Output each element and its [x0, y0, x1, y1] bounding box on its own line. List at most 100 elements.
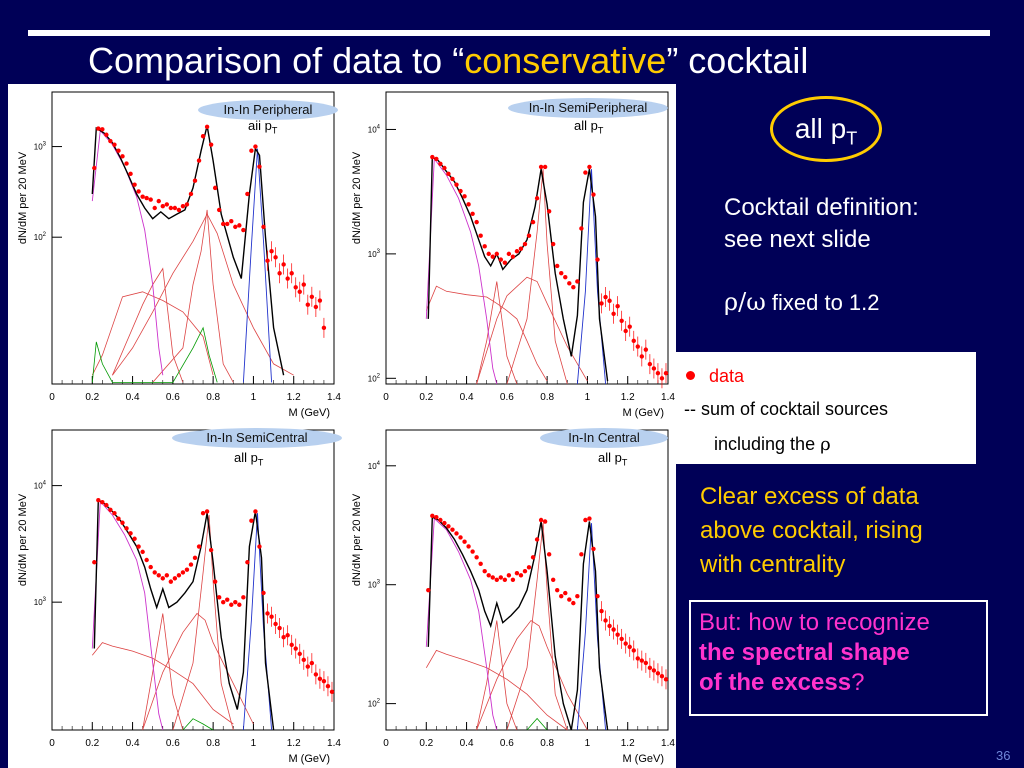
- x-tick-label: 0.8: [540, 392, 554, 403]
- title-text-start: Comparison of data to “: [88, 40, 465, 81]
- data-point: [188, 191, 194, 197]
- cocktail-sum-curve: [427, 155, 609, 382]
- data-point: [152, 205, 157, 211]
- page-number: 36: [996, 748, 1011, 763]
- x-tick-label: 0.8: [206, 738, 220, 749]
- data-point: [635, 344, 640, 349]
- data-point: [184, 567, 190, 572]
- x-tick-label: 0: [383, 738, 389, 749]
- data-point: [160, 203, 165, 209]
- data-point: [289, 271, 294, 276]
- data-point: [538, 517, 544, 523]
- data-point: [212, 185, 218, 191]
- data-point: [486, 251, 491, 257]
- x-tick-label: 0.6: [166, 738, 180, 749]
- data-point: [148, 564, 153, 570]
- eta-prime-curve: [476, 281, 518, 385]
- data-point: [587, 516, 592, 521]
- data-point: [462, 194, 467, 199]
- title-text-end: ” cocktail: [666, 40, 809, 81]
- data-point: [555, 587, 560, 593]
- y-axis-label: dN/dM per 20 MeV: [351, 151, 363, 244]
- data-point: [241, 227, 246, 233]
- data-point: [269, 249, 274, 254]
- data-point: [506, 573, 512, 578]
- data-point: [237, 223, 242, 228]
- data-point: [466, 202, 471, 207]
- y-tick-label: 102: [34, 232, 47, 242]
- x-tick-label: 1.2: [621, 738, 635, 749]
- x-tick-label: 0.2: [419, 392, 433, 403]
- data-point: [595, 257, 600, 262]
- data-point: [538, 164, 544, 170]
- eta-dalitz-curve: [91, 129, 164, 376]
- chart-svg: 0 0.2 0.4 0.6 0.8 1 1.2 1.4 M (GeV) 103 104 dN/dM p…: [17, 429, 341, 765]
- data-point: [490, 575, 495, 580]
- data-point: [152, 570, 157, 575]
- data-point: [108, 138, 113, 144]
- data-point: [438, 517, 443, 523]
- chart-semicentral: 0 0.2 0.4 0.6 0.8 1 1.2 1.4 M (GeV) 103 104 dN/dM p…: [8, 422, 342, 768]
- data-point: [293, 285, 298, 290]
- legend-box: data -- sum of cocktail sources includin…: [676, 352, 976, 464]
- data-point: [518, 573, 524, 578]
- data-point: [273, 621, 278, 627]
- x-tick-label: 1: [251, 392, 257, 403]
- data-point: [619, 636, 624, 642]
- data-point: [301, 282, 306, 287]
- data-point: [627, 644, 632, 650]
- data-point: [587, 164, 592, 170]
- data-point: [172, 576, 178, 581]
- data-point: [555, 263, 560, 269]
- legend-including-row: including the ρ: [714, 434, 831, 455]
- data-point: [108, 507, 113, 513]
- cocktail-sum-curve: [427, 516, 609, 731]
- y-tick-label: 102: [368, 373, 381, 383]
- data-point: [188, 562, 194, 567]
- x-tick-label: 0.4: [460, 738, 474, 749]
- omega-peak-curve: [506, 523, 568, 731]
- panel-subtitle-text: all p: [234, 450, 258, 465]
- data-point: [144, 557, 149, 563]
- y-tick-label: 103: [34, 597, 47, 607]
- y-tick-exponent: 3: [43, 142, 47, 148]
- data-point: [526, 233, 532, 238]
- data-point: [659, 674, 665, 679]
- data-point: [204, 124, 210, 130]
- panel-subtitle-sub: T: [271, 125, 278, 136]
- x-tick-label: 0.6: [166, 392, 180, 403]
- data-point: [208, 142, 214, 147]
- data-point: [514, 249, 520, 254]
- x-axis-label: M (GeV): [288, 407, 330, 419]
- legend-including-label: including the: [714, 434, 821, 454]
- data-point: [92, 560, 97, 565]
- data-point: [426, 587, 431, 593]
- question-box: But: how to recognize the spectral shape…: [689, 600, 988, 716]
- data-point: [478, 561, 483, 566]
- data-point: [281, 635, 286, 640]
- data-point: [245, 191, 250, 197]
- panel-subtitle-text: all p: [598, 450, 622, 465]
- data-point: [309, 294, 315, 299]
- phi-component-curve: [242, 513, 273, 731]
- definition-line-2: see next slide: [724, 226, 871, 253]
- y-tick-label: 104: [368, 461, 381, 471]
- y-tick-exponent: 4: [377, 461, 381, 467]
- data-point: [229, 219, 234, 224]
- data-point: [216, 595, 222, 600]
- data-point: [615, 632, 620, 637]
- data-point: [623, 328, 628, 334]
- data-point: [297, 289, 302, 294]
- x-tick-label: 0.2: [419, 738, 433, 749]
- data-point: [438, 161, 443, 166]
- data-point: [474, 555, 479, 560]
- data-point: [494, 577, 499, 582]
- data-point: [530, 555, 536, 560]
- legend-data-row: data: [686, 366, 744, 387]
- all-pt-sub: T: [846, 128, 858, 149]
- data-point: [96, 126, 101, 131]
- data-point: [216, 207, 222, 213]
- data-point: [603, 294, 608, 300]
- data-point: [482, 568, 487, 574]
- legend-rho-symbol: ρ: [820, 434, 831, 455]
